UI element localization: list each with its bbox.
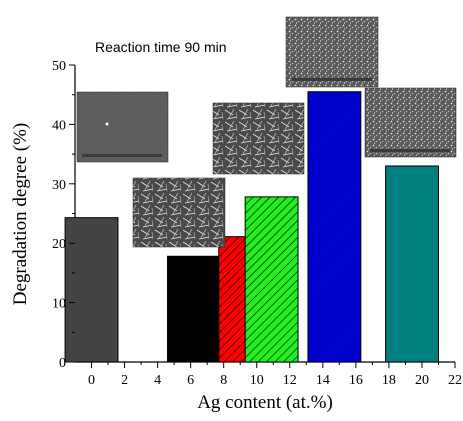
y-ticks-group: 0 10 20 30 40 50 [52,59,75,371]
x-tick-label-1: 2 [121,373,128,388]
x-tick-label-2: 4 [154,373,161,388]
y-axis-label: Degradation degree (%) [10,123,31,306]
x-tick-label-9: 18 [382,373,396,388]
x-tick-label-4: 8 [220,373,227,388]
sem-image-14 [285,16,379,88]
y-tick-label-4: 40 [52,118,66,133]
y-tick-label-5: 50 [52,59,66,74]
bar-0 [64,217,119,363]
sem-image-10 [212,102,305,175]
bar-5 [385,165,439,363]
sem-image-20 [364,87,457,158]
bar-1 [167,255,221,363]
bar-3 [244,196,299,363]
y-tick-label-1: 10 [52,297,66,312]
x-tick-label-6: 12 [283,373,297,388]
x-tick-label-5: 10 [250,373,264,388]
x-tick-label-8: 16 [349,373,363,388]
bars-group [64,91,439,363]
reaction-time-annotation: Reaction time 90 min [95,39,227,55]
x-tick-label-7: 14 [316,373,330,388]
sem-image-0 [76,91,169,163]
x-axis-label: Ag content (at.%) [197,392,333,413]
sem-image-6 [132,177,226,248]
x-ticks-group: 0 2 4 6 8 10 12 14 16 18 20 22 [88,362,462,388]
x-tick-label-10: 20 [415,373,429,388]
x-tick-label-0: 0 [88,373,95,388]
y-tick-label-2: 20 [52,237,66,252]
y-tick-label-3: 30 [52,178,66,193]
bar-4 [307,91,362,363]
y-tick-label-0: 0 [59,356,66,371]
sem-insets-group [76,16,457,248]
x-tick-label-11: 22 [448,373,462,388]
x-tick-label-3: 6 [187,373,194,388]
